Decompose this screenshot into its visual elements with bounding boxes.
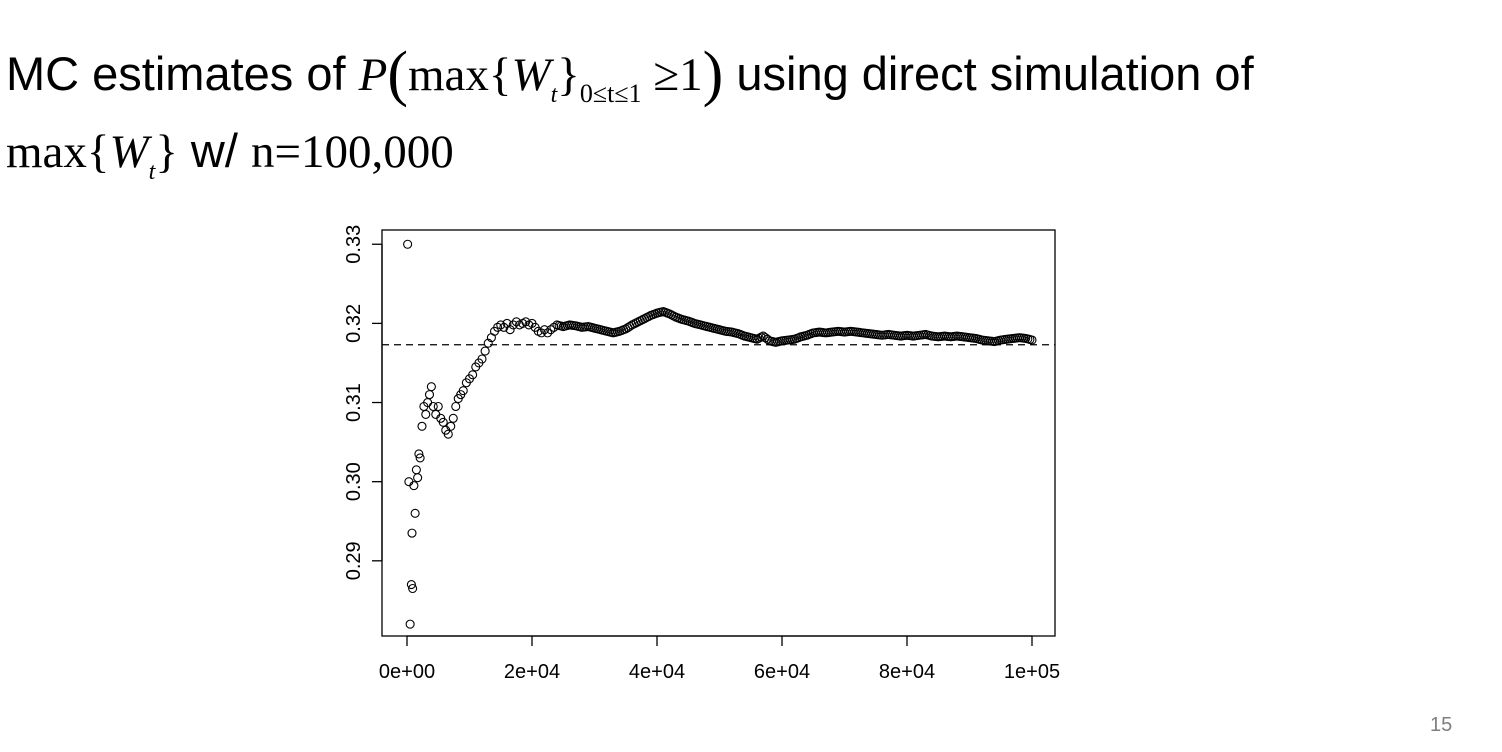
title-math-max: max{ (407, 49, 512, 101)
page-number: 15 (1430, 714, 1453, 736)
data-point (409, 481, 419, 491)
title-line2-text: w/ (177, 124, 251, 177)
data-point (762, 334, 772, 344)
data-point (508, 320, 518, 330)
left-paren: ( (387, 40, 408, 108)
x-tick-label: 6e+04 (754, 661, 810, 683)
title-math-p: P (358, 49, 388, 101)
data-point (493, 322, 503, 332)
data-point (446, 421, 456, 431)
data-point (406, 580, 416, 590)
data-point (448, 413, 458, 423)
data-point (415, 453, 425, 463)
x-tick-label: 0e+00 (379, 661, 435, 683)
data-point (477, 354, 487, 364)
data-point (669, 311, 679, 321)
data-point (428, 401, 438, 412)
title-line2-w: W (109, 126, 149, 178)
title-math-t: t (550, 82, 558, 108)
data-point (468, 370, 478, 380)
x-tick-label: 1e+05 (1004, 661, 1060, 683)
data-point (644, 311, 654, 322)
data-point (438, 417, 448, 427)
data-point (458, 386, 468, 396)
data-point (549, 322, 559, 332)
data-point (511, 317, 521, 327)
title-prefix: MC estimates of (6, 47, 359, 100)
data-point (410, 508, 420, 518)
title-math-range: 0≤t≤1 (579, 79, 642, 108)
data-point (443, 429, 453, 439)
title-formula: P(max{Wt}0≤t≤1 ≥1) (358, 43, 724, 108)
data-point (536, 328, 546, 338)
title-line2-close: } (155, 126, 178, 178)
data-point (413, 473, 423, 483)
data-point (426, 382, 436, 392)
data-point (408, 583, 418, 594)
slide-title: MC estimates of P(max{Wt}0≤t≤1 ≥1) using… (6, 43, 1486, 200)
data-point (1027, 335, 1037, 345)
data-point (480, 346, 490, 356)
title-line2-max: max{ (6, 126, 110, 178)
data-point (496, 320, 506, 330)
x-tick-label: 8e+04 (879, 661, 935, 683)
y-tick-label: 0.32 (343, 304, 365, 343)
data-points (403, 239, 1037, 629)
data-point (539, 325, 550, 335)
data-point (407, 528, 417, 538)
data-point (505, 325, 515, 335)
title-math-close: } (557, 49, 580, 101)
data-point (403, 239, 413, 249)
title-line2-t: t (148, 159, 156, 185)
x-tick-label: 4e+04 (629, 661, 685, 683)
y-tick-label: 0.31 (343, 383, 365, 422)
title-line2-n: n=100,000 (251, 126, 454, 178)
data-point (414, 449, 424, 459)
x-axis: 0e+00 2e+04 4e+04 6e+04 8e+04 1e+05 (379, 635, 1060, 683)
title-line2-formula: max{Wt} (6, 126, 178, 185)
data-point (521, 317, 531, 327)
title-middle: using direct simulation of (723, 47, 1254, 100)
data-point (543, 328, 553, 338)
data-point (483, 338, 493, 348)
mc-estimate-chart: 0e+00 2e+04 4e+04 6e+04 8e+04 1e+05 0.290.300… (343, 225, 1060, 683)
title-math-ge: ≥1 (641, 49, 703, 101)
right-paren: ) (702, 40, 724, 108)
data-point (546, 325, 556, 335)
data-point (417, 421, 427, 431)
data-point (756, 332, 766, 342)
data-point (421, 409, 431, 419)
y-tick-label: 0.30 (343, 462, 365, 501)
y-tick-label: 0.33 (343, 225, 365, 264)
data-point (451, 401, 461, 412)
x-tick-label: 2e+04 (504, 661, 560, 683)
data-point (405, 619, 415, 629)
plot-frame (381, 229, 1056, 637)
data-point (424, 390, 435, 400)
data-point (433, 401, 443, 412)
title-math-w: W (511, 49, 551, 101)
data-point (411, 465, 421, 475)
y-tick-label: 0.29 (343, 541, 365, 580)
y-axis: 0.29 0.30 0.31 0.32 0.33 (343, 225, 383, 580)
